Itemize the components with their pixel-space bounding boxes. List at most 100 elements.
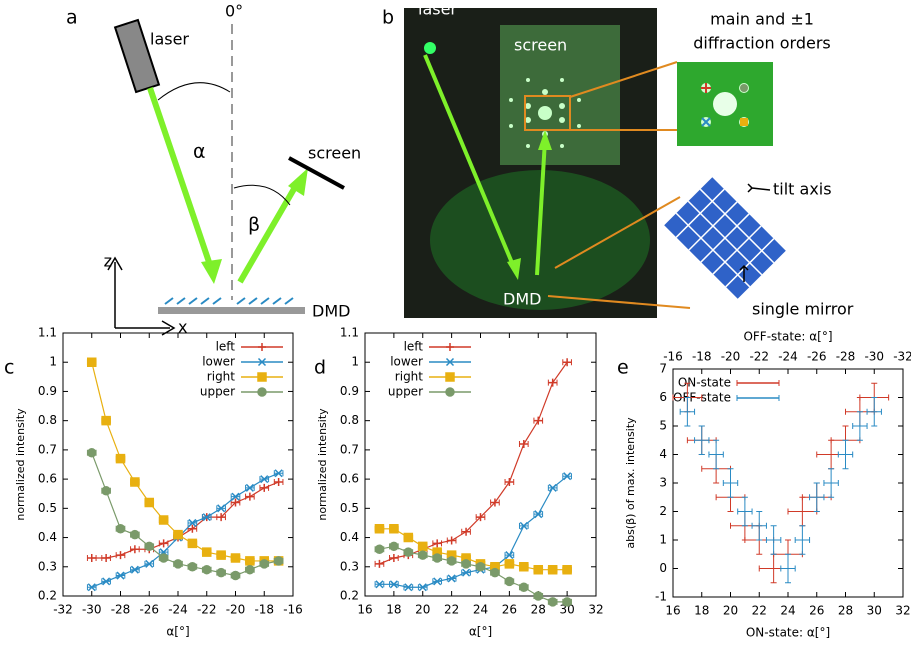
x-tick-label: 26	[502, 603, 517, 617]
data-point	[491, 569, 499, 577]
legend-label: lower	[390, 355, 423, 369]
data-point	[520, 563, 528, 571]
x-axis-label: α[°]	[469, 625, 492, 639]
y-tick-label: 0.3	[340, 559, 359, 573]
data-point	[188, 563, 196, 571]
data-point	[520, 440, 528, 448]
legend-marker	[258, 343, 266, 351]
x-tick-label: 22	[752, 604, 767, 618]
data-point	[131, 531, 139, 539]
data-point	[563, 566, 571, 574]
x2-tick-label: -20	[721, 350, 741, 364]
y-tick-label: 0	[659, 561, 667, 575]
y-tick-label: 0.6	[38, 472, 57, 486]
y-tick-label: 1.1	[340, 326, 359, 340]
angle-arc	[158, 83, 230, 100]
x-tick-label: -16	[283, 603, 303, 617]
y-tick-label: 1	[659, 533, 667, 547]
y-tick-label: 0.5	[38, 501, 57, 515]
legend-label: left	[404, 340, 424, 354]
y-tick-label: 0.7	[38, 442, 57, 456]
data-point	[217, 551, 225, 559]
data-point	[260, 484, 268, 492]
y-tick-label: -1	[655, 590, 667, 604]
x2-tick-label: -28	[836, 350, 856, 364]
label: main and ±1	[710, 10, 814, 29]
data-point	[404, 534, 412, 542]
data-point	[131, 478, 139, 486]
data-point	[462, 560, 470, 568]
y-tick-label: 0.8	[38, 413, 57, 427]
axes-arrows	[108, 258, 174, 335]
y-tick-label: 0.4	[38, 530, 57, 544]
x-tick-label: -22	[197, 603, 217, 617]
legend-label: ON-state	[678, 376, 731, 390]
x-tick-label: -18	[254, 603, 274, 617]
data-point	[131, 545, 139, 553]
data-point	[375, 525, 383, 533]
x-tick-label: 32	[588, 603, 603, 617]
data-point	[563, 598, 571, 606]
beam-in	[150, 88, 211, 268]
y-tick-label: 3	[659, 476, 667, 490]
data-point	[477, 563, 485, 571]
data-point	[160, 516, 168, 524]
data-point	[505, 577, 513, 585]
x2-tick-label: -18	[692, 350, 712, 364]
data-point	[404, 548, 412, 556]
x2-tick-label: -16	[663, 350, 683, 364]
legend-label: upper	[388, 385, 423, 399]
y-tick-label: 0.5	[340, 501, 359, 515]
data-point	[505, 560, 513, 568]
legend-marker	[446, 373, 454, 381]
legend-marker	[258, 373, 266, 381]
y-tick-label: 0.9	[38, 384, 57, 398]
data-point	[203, 548, 211, 556]
x-tick-label: 24	[473, 603, 488, 617]
y-tick-label: 1.1	[38, 326, 57, 340]
laser-dot	[424, 42, 436, 54]
data-point	[448, 557, 456, 565]
data-point	[419, 542, 427, 550]
label: tilt axis	[773, 180, 832, 199]
x-tick-label: 18	[386, 603, 401, 617]
x-tick-label: 16	[357, 603, 372, 617]
data-point	[102, 554, 110, 562]
x-tick-label: 24	[780, 604, 795, 618]
data-point	[433, 539, 441, 547]
x-tick-label: 20	[415, 603, 430, 617]
x-tick-label: 32	[895, 604, 910, 618]
x2-tick-label: -30	[864, 350, 884, 364]
y-tick-label: 0.9	[340, 384, 359, 398]
data-point	[549, 598, 557, 606]
data-point	[117, 551, 125, 559]
data-point	[217, 569, 225, 577]
data-point	[117, 525, 125, 533]
legend-marker	[446, 343, 454, 351]
data-point	[433, 554, 441, 562]
data-point	[174, 560, 182, 568]
y-tick-label: 0.7	[340, 442, 359, 456]
diagram-a: laser 0° α β screen z x DMD	[104, 2, 362, 337]
x-tick-label: -30	[82, 603, 102, 617]
panel-label: d	[314, 357, 326, 379]
label: x	[178, 318, 187, 337]
data-point	[275, 478, 283, 486]
dmd-bar	[158, 307, 305, 314]
label: diffraction orders	[693, 34, 831, 53]
data-point	[246, 493, 254, 501]
data-point	[88, 358, 96, 366]
label: DMD	[312, 302, 350, 321]
data-point	[375, 560, 383, 568]
data-point	[188, 539, 196, 547]
y-tick-label: 4	[659, 447, 667, 461]
data-point	[145, 498, 153, 506]
data-point	[448, 536, 456, 544]
y-tick-label: 6	[659, 390, 667, 404]
data-point	[390, 554, 398, 562]
x-axis-label: ON-state: α[°]	[746, 626, 830, 640]
y-axis-label: normalized intensity	[316, 408, 329, 521]
y-tick-label: 0.2	[340, 589, 359, 603]
label: laser	[150, 30, 189, 49]
x-tick-label: 22	[444, 603, 459, 617]
